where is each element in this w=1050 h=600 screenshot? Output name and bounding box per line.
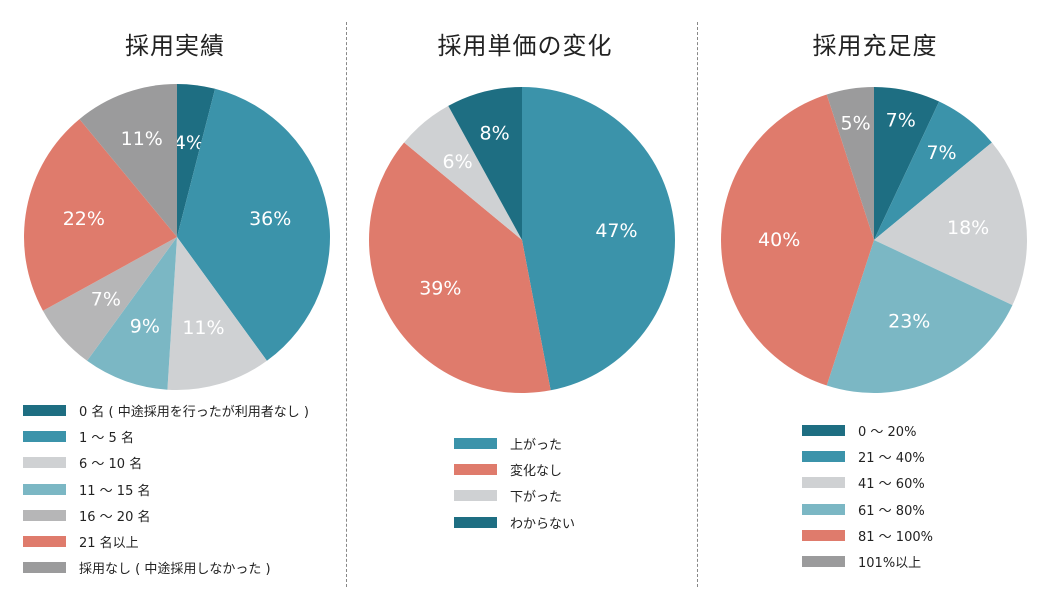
legend-swatch	[23, 483, 66, 495]
legend-swatch	[802, 450, 845, 462]
legend-item: 変化なし	[454, 456, 575, 482]
slice-value-label: 39%	[419, 277, 461, 299]
pie-slice	[87, 237, 177, 390]
legend-item: 16 〜 20 名	[23, 502, 309, 528]
legend-item: わからない	[454, 509, 575, 535]
slice-value-label: 7%	[91, 289, 121, 311]
pie-chart: 7% 7% 18% 23% 40% 5%	[720, 87, 1027, 393]
chart-title: 採用充足度	[812, 32, 938, 60]
legend-label: 16 〜 20 名	[79, 509, 151, 525]
legend-label: 41 〜 60%	[858, 477, 925, 493]
legend-item: 11 〜 15 名	[23, 476, 309, 502]
legend-item: 上がった	[454, 430, 575, 456]
legend-item: 21 名以上	[23, 528, 309, 554]
chart-legend: 0 〜 20% 21 〜 40% 41 〜 60% 61 〜 80% 81 〜 100%…	[802, 417, 933, 575]
slice-value-label: 11%	[182, 317, 224, 339]
legend-label: 変化なし	[510, 463, 563, 479]
slice-value-label: 8%	[480, 122, 510, 144]
pie-slice	[826, 240, 1013, 393]
pie-slice	[720, 94, 874, 386]
pie-slice	[448, 87, 522, 240]
legend-label: 上がった	[510, 437, 563, 453]
legend-swatch	[454, 516, 497, 528]
slice-value-label: 5%	[840, 113, 870, 135]
legend-label: 6 〜 10 名	[79, 457, 143, 473]
pie-chart: 4% 36% 11% 9% 7% 22% 11%	[24, 84, 331, 390]
legend-label: 0 〜 20%	[858, 424, 917, 440]
legend-swatch	[23, 509, 66, 521]
legend-swatch	[454, 463, 497, 475]
pie-slice	[826, 87, 874, 240]
chart-panel-hiring-results: 採用実績 4% 36% 11% 9% 7% 22% 11% 0 名 ( 中途採用を行ったが利…	[0, 0, 350, 600]
slice-value-label: 22%	[63, 208, 105, 230]
legend-swatch	[802, 556, 845, 568]
legend-swatch	[454, 437, 497, 449]
pie-slice	[874, 87, 940, 240]
legend-item: 0 〜 20%	[802, 417, 933, 443]
slice-value-label: 40%	[758, 229, 800, 251]
pie-slice	[874, 142, 1027, 306]
slice-value-label: 36%	[249, 208, 291, 230]
legend-item: 61 〜 80%	[802, 496, 933, 522]
slice-value-label: 9%	[130, 315, 160, 337]
pie-slice	[24, 119, 178, 311]
chart-title: 採用実績	[125, 32, 225, 60]
pie-slice	[874, 101, 992, 240]
legend-item: 1 〜 5 名	[23, 423, 309, 449]
legend-swatch	[802, 424, 845, 436]
legend-item: 41 〜 60%	[802, 470, 933, 496]
legend-swatch	[23, 404, 66, 416]
slice-value-label: 4%	[174, 132, 204, 154]
legend-swatch	[23, 536, 66, 548]
chart-legend: 0 名 ( 中途採用を行ったが利用者なし ) 1 〜 5 名 6 〜 10 名 11 …	[23, 397, 309, 581]
pie-slice	[404, 105, 522, 240]
pie-slice	[79, 84, 177, 237]
chart-title: 採用単価の変化	[437, 32, 613, 60]
pie-slice	[177, 88, 331, 361]
legend-item: 採用なし ( 中途採用しなかった )	[23, 555, 309, 581]
slice-value-label: 18%	[947, 217, 989, 239]
slice-value-label: 6%	[443, 151, 473, 173]
legend-item: 21 〜 40%	[802, 443, 933, 469]
legend-label: 1 〜 5 名	[79, 430, 134, 446]
legend-label: わからない	[510, 516, 576, 532]
legend-swatch	[23, 430, 66, 442]
panel-divider	[697, 22, 698, 587]
legend-label: 101%以上	[858, 556, 922, 572]
slice-value-label: 11%	[121, 128, 163, 150]
legend-label: 0 名 ( 中途採用を行ったが利用者なし )	[79, 404, 309, 420]
legend-swatch	[454, 490, 497, 502]
legend-item: 6 〜 10 名	[23, 450, 309, 476]
legend-swatch	[802, 529, 845, 541]
legend-swatch	[802, 503, 845, 515]
pie-slice	[167, 237, 267, 390]
legend-label: 21 〜 40%	[858, 450, 925, 466]
legend-item: 0 名 ( 中途採用を行ったが利用者なし )	[23, 397, 309, 423]
legend-label: 下がった	[510, 490, 563, 506]
chart-legend: 上がった変化なし下がったわからない	[454, 430, 575, 535]
legend-swatch	[802, 477, 845, 489]
legend-item: 101%以上	[802, 548, 933, 574]
slice-value-label: 23%	[888, 310, 930, 332]
legend-label: 採用なし ( 中途採用しなかった )	[79, 562, 271, 578]
legend-item: 下がった	[454, 483, 575, 509]
legend-item: 81 〜 100%	[802, 522, 933, 548]
slice-value-label: 7%	[926, 142, 956, 164]
legend-swatch	[23, 457, 66, 469]
pie-slice	[42, 237, 177, 361]
chart-panel-unit-cost-change: 採用単価の変化 47% 39% 6% 8% 上がった変化なし下がったわからない	[350, 0, 700, 600]
legend-label: 21 名以上	[79, 536, 139, 552]
chart-panel-hiring-fulfillment: 採用充足度 7% 7% 18% 23% 40% 5% 0 〜 20% 21 〜 40% 41 …	[700, 0, 1050, 600]
slice-value-label: 7%	[886, 110, 916, 132]
legend-label: 61 〜 80%	[858, 503, 925, 519]
slice-value-label: 47%	[595, 220, 637, 242]
panel-divider	[346, 22, 347, 587]
legend-label: 81 〜 100%	[858, 529, 933, 545]
pie-slice	[177, 84, 216, 237]
legend-label: 11 〜 15 名	[79, 483, 151, 499]
pie-slice	[369, 142, 551, 393]
pie-slice	[522, 87, 675, 391]
legend-swatch	[23, 562, 66, 574]
pie-chart: 47% 39% 6% 8%	[369, 87, 675, 393]
